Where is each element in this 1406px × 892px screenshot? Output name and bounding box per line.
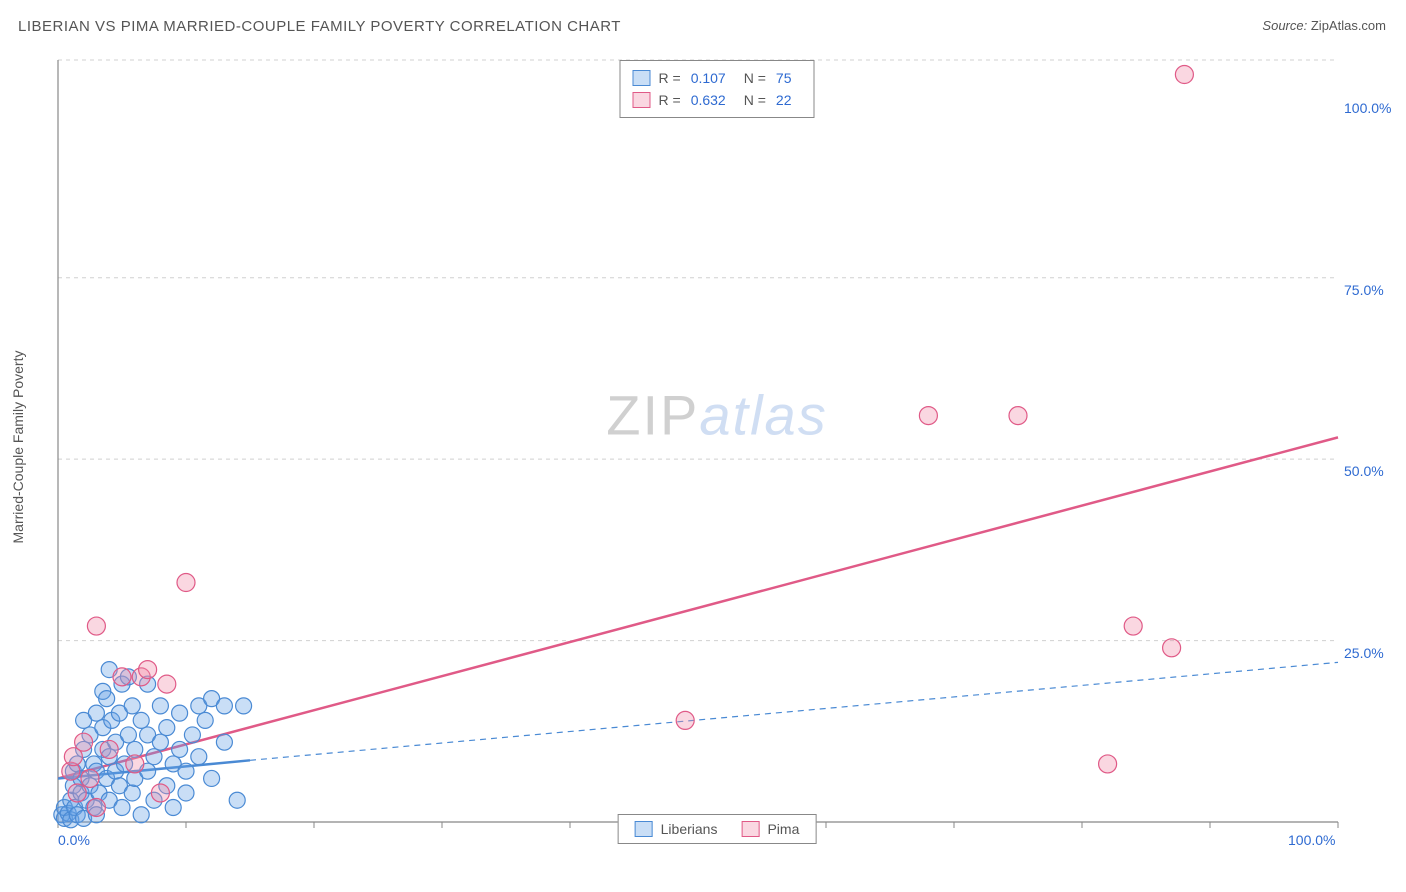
legend-label-liberians: Liberians [661,821,718,837]
r-value-liberians: 0.107 [691,67,726,89]
legend-stats-row-liberians: R = 0.107 N = 75 [633,67,802,89]
swatch-pima [741,821,759,837]
source-label: Source: [1262,18,1307,33]
chart-container: Married-Couple Family Poverty ZIPatlas R… [48,52,1386,842]
legend-label-pima: Pima [767,821,799,837]
tick-label: 100.0% [1344,100,1391,116]
source-attribution: Source: ZipAtlas.com [1262,18,1386,33]
tick-label: 75.0% [1344,282,1384,298]
n-value-pima: 22 [776,89,792,111]
tick-label: 0.0% [58,832,90,848]
legend-stats: R = 0.107 N = 75 R = 0.632 N = 22 [620,60,815,118]
source-value: ZipAtlas.com [1311,18,1386,33]
legend-item-liberians: Liberians [635,821,718,837]
r-value-pima: 0.632 [691,89,726,111]
y-axis-label: Married-Couple Family Poverty [10,351,26,544]
legend-stats-row-pima: R = 0.632 N = 22 [633,89,802,111]
scatter-plot [48,52,1386,842]
tick-label: 50.0% [1344,463,1384,479]
r-label: R = [659,67,681,89]
tick-label: 25.0% [1344,645,1384,661]
n-value-liberians: 75 [776,67,792,89]
tick-label: 100.0% [1288,832,1335,848]
swatch-liberians [635,821,653,837]
n-label: N = [744,89,766,111]
legend-item-pima: Pima [741,821,799,837]
swatch-pima [633,92,651,108]
n-label: N = [744,67,766,89]
chart-title: LIBERIAN VS PIMA MARRIED-COUPLE FAMILY P… [18,18,621,35]
swatch-liberians [633,70,651,86]
r-label: R = [659,89,681,111]
legend-series: Liberians Pima [618,814,817,844]
